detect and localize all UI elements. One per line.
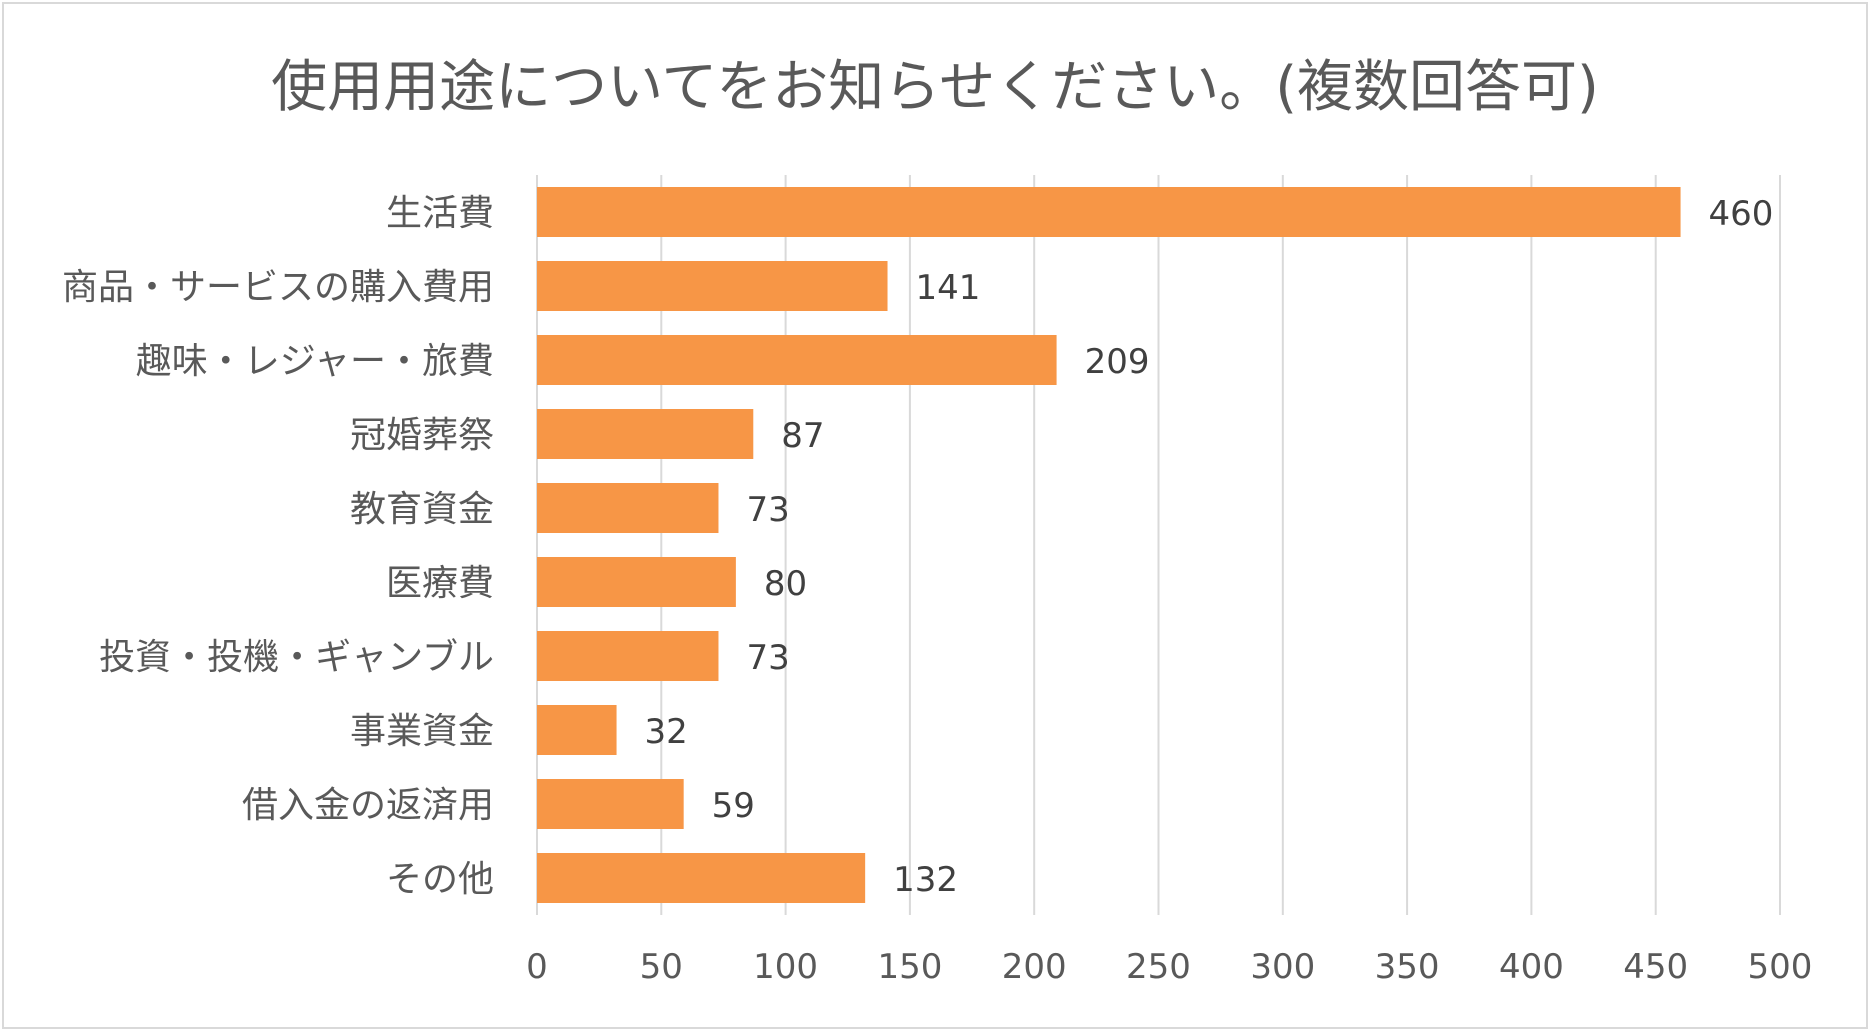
data-label-3: 209 — [1085, 342, 1150, 382]
category-label-8: 事業資金 — [350, 711, 494, 752]
bar-2 — [537, 261, 888, 311]
x-tick-label-500: 500 — [1748, 947, 1813, 987]
x-tick-label-100: 100 — [753, 947, 818, 987]
x-tick-label-350: 350 — [1375, 947, 1440, 987]
category-label-1: 生活費 — [386, 193, 494, 234]
bars — [537, 187, 1681, 903]
chart-title: 使用用途についてをお知らせください。(複数回答可) — [271, 55, 1599, 120]
category-label-3: 趣味・レジャー・旅費 — [136, 341, 494, 382]
bar-10 — [537, 853, 866, 903]
data-label-6: 80 — [764, 564, 807, 604]
bar-9 — [537, 779, 684, 829]
bar-3 — [537, 335, 1057, 385]
data-label-4: 87 — [781, 416, 824, 456]
gridlines — [536, 175, 1781, 915]
x-tick-label-400: 400 — [1499, 947, 1564, 987]
category-label-7: 投資・投機・ギャンブル — [99, 637, 494, 678]
x-tick-label-50: 50 — [640, 947, 683, 987]
data-label-9: 59 — [712, 786, 755, 826]
x-tick-label-200: 200 — [1002, 947, 1067, 987]
bar-7 — [537, 631, 719, 681]
labels: 0 50 100 150 200 250 300 350 400 450 500 生活費 460 商品・サ… — [62, 193, 1812, 987]
bar-4 — [537, 409, 754, 459]
data-label-2: 141 — [916, 268, 981, 308]
data-label-8: 32 — [645, 712, 688, 752]
category-label-10: その他 — [386, 859, 494, 900]
data-label-10: 132 — [893, 860, 958, 900]
data-label-1: 460 — [1709, 194, 1774, 234]
bar-8 — [537, 705, 617, 755]
bar-5 — [537, 483, 719, 533]
category-label-5: 教育資金 — [350, 489, 494, 530]
x-tick-label-450: 450 — [1623, 947, 1688, 987]
x-tick-label-250: 250 — [1126, 947, 1191, 987]
x-tick-label-0: 0 — [526, 947, 548, 987]
category-label-6: 医療費 — [386, 563, 494, 604]
category-label-9: 借入金の返済用 — [242, 785, 494, 826]
category-label-4: 冠婚葬祭 — [350, 415, 494, 456]
data-label-7: 73 — [746, 638, 789, 678]
x-tick-label-300: 300 — [1250, 947, 1315, 987]
category-label-2: 商品・サービスの購入費用 — [62, 267, 494, 308]
bar-6 — [537, 557, 736, 607]
bar-1 — [537, 187, 1681, 237]
x-tick-label-150: 150 — [877, 947, 942, 987]
data-label-5: 73 — [746, 490, 789, 530]
